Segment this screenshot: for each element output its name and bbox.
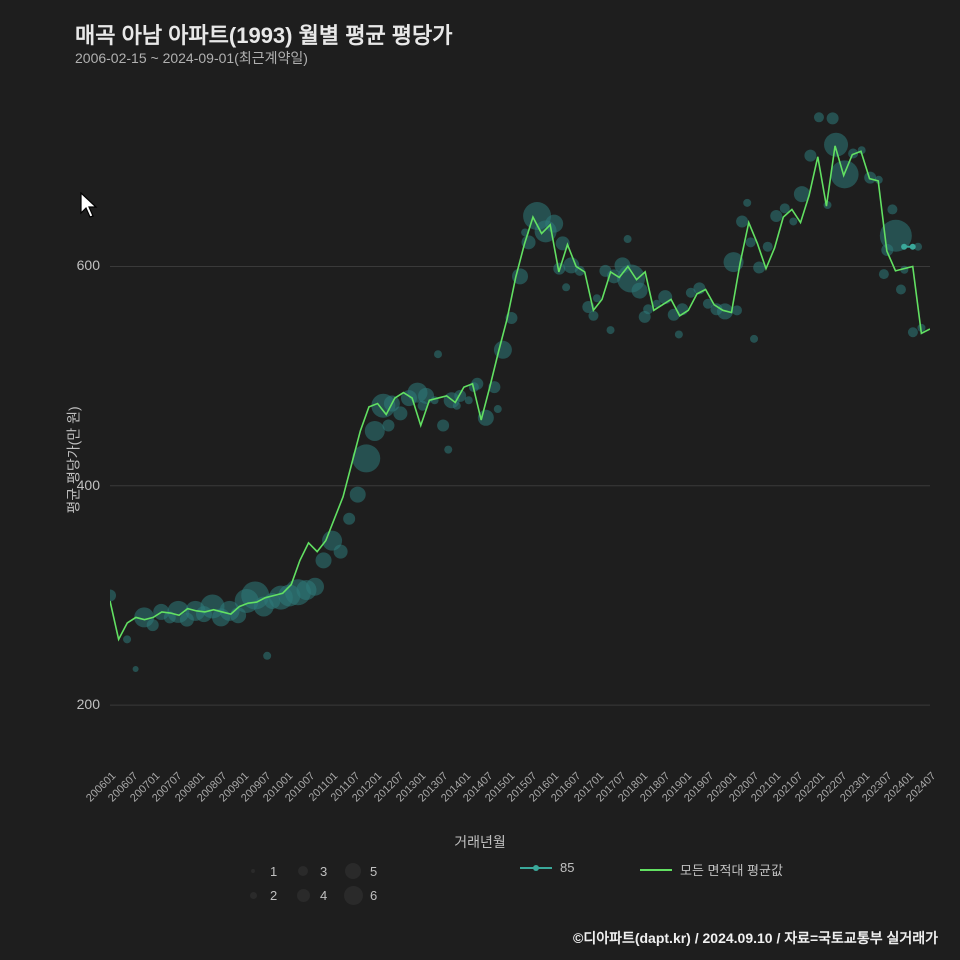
y-tick: 400 <box>60 477 100 493</box>
legend-label-5: 5 <box>370 864 386 879</box>
legend-dot-6 <box>344 886 363 905</box>
legend-dot-2 <box>250 892 257 899</box>
legend-avg-label: 모든 면적대 평균값 <box>680 860 783 879</box>
y-tick: 600 <box>60 257 100 273</box>
legend-dot-5 <box>345 863 361 879</box>
legend-label-3: 3 <box>320 864 336 879</box>
chart-container: 매곡 아남 아파트(1993) 월별 평균 평당가 2006-02-15 ~ 2… <box>0 0 960 960</box>
plot-area <box>110 80 930 760</box>
legend-label-2: 2 <box>270 888 286 903</box>
legend-dot-3 <box>298 866 308 876</box>
footer-credit: ©디아파트(dapt.kr) / 2024.09.10 / 자료=국토교통부 실… <box>573 928 938 948</box>
legend-dot-4 <box>297 889 310 902</box>
y-tick: 200 <box>60 696 100 712</box>
legend-label-4: 4 <box>320 888 336 903</box>
legend-label-1: 1 <box>270 864 286 879</box>
chart-title: 매곡 아남 아파트(1993) 월별 평균 평당가 <box>75 18 453 50</box>
legend-series-85: 85 <box>520 860 574 875</box>
legend-dot-1 <box>251 869 255 873</box>
legend-series-avg: 모든 면적대 평균값 <box>640 860 783 879</box>
legend-85-label: 85 <box>560 860 574 875</box>
x-axis-label: 거래년월 <box>0 832 960 852</box>
chart-subtitle: 2006-02-15 ~ 2024-09-01(최근계약일) <box>75 48 308 68</box>
legend-size: 1 3 5 2 4 6 <box>240 860 386 906</box>
legend-label-6: 6 <box>370 888 386 903</box>
y-axis-label: 평균 평당가(만 원) <box>64 406 84 513</box>
